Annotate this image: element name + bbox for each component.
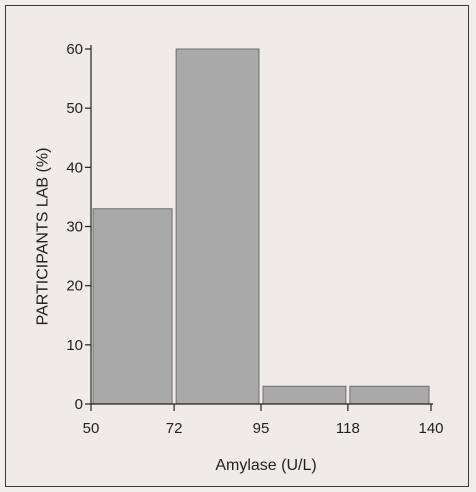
x-axis-title: Amylase (U/L) xyxy=(215,457,316,474)
y-tick-label: 30 xyxy=(66,219,83,236)
y-ticks-group: 0 10 20 30 40 50 60 xyxy=(66,41,91,413)
histogram-chart: 0 10 20 30 40 50 60 50 72 95 118 140 Amylase (U/L)… xyxy=(35,41,444,474)
x-tick-label: 50 xyxy=(83,420,100,437)
y-tick-label: 50 xyxy=(66,100,83,117)
histogram-bar-4 xyxy=(349,385,430,405)
axes-group xyxy=(90,45,433,405)
x-tick-label: 72 xyxy=(166,420,183,437)
chart-frame: 0 10 20 30 40 50 60 50 72 95 118 140 Amylase (U/L)… xyxy=(5,5,469,487)
y-tick-label: 10 xyxy=(66,337,83,354)
histogram-bar-2 xyxy=(175,48,260,405)
y-tick-label: 20 xyxy=(66,278,83,295)
y-tick-label: 60 xyxy=(66,41,83,58)
histogram-bar-1 xyxy=(92,208,173,405)
histogram-bar-3 xyxy=(262,385,347,405)
bars-group xyxy=(92,48,430,405)
y-axis-title: PARTICIPANTS LAB (%) xyxy=(35,148,52,326)
y-tick-label: 40 xyxy=(66,159,83,176)
x-tick-label: 95 xyxy=(253,420,270,437)
x-tick-label: 118 xyxy=(336,420,360,437)
x-tick-label: 140 xyxy=(418,420,443,437)
x-ticks-group: 50 72 95 118 140 xyxy=(83,404,444,437)
y-tick-label: 0 xyxy=(75,396,83,413)
